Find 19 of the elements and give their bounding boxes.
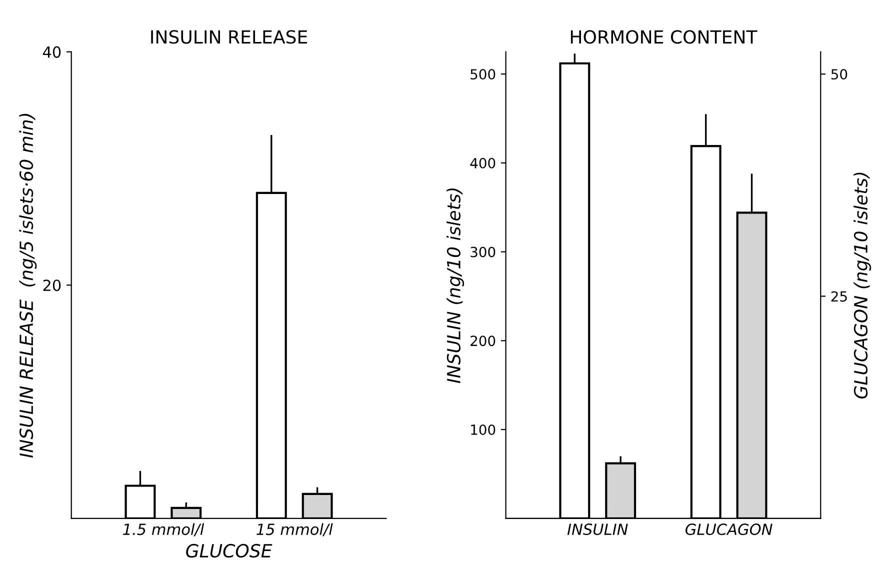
x-tick-label: 1.5 mmol/l bbox=[122, 523, 204, 536]
y-tick-label: 500 bbox=[470, 69, 496, 80]
y-tick-label: 400 bbox=[470, 158, 496, 168]
chart-title: HORMONE CONTENT bbox=[570, 30, 758, 44]
y-tick-label: 200 bbox=[470, 336, 496, 346]
y-axis-title: INSULIN RELEASE (ng/5 islets·60 min) bbox=[19, 114, 37, 458]
y-axis-title: INSULIN (ng/10 islets) bbox=[446, 188, 464, 384]
chart-title: INSULIN RELEASE bbox=[151, 30, 307, 44]
y2-axis-title: GLUCAGON (ng/10 islets) bbox=[854, 172, 872, 399]
y2-tick-label: 50 bbox=[831, 69, 848, 80]
y-tick-label: 20 bbox=[43, 280, 61, 292]
x-axis-title: GLUCOSE bbox=[186, 544, 272, 558]
y-tick-label: 100 bbox=[471, 424, 496, 436]
y2-tick-label: 25 bbox=[831, 291, 847, 302]
x-tick-label: GLUCAGON bbox=[686, 524, 772, 536]
x-tick-label: INSULIN bbox=[567, 524, 628, 536]
y-tick-label: 40 bbox=[42, 46, 61, 58]
y-tick-label: 300 bbox=[470, 246, 496, 258]
x-tick-label: 15 mmol/l bbox=[256, 523, 333, 536]
